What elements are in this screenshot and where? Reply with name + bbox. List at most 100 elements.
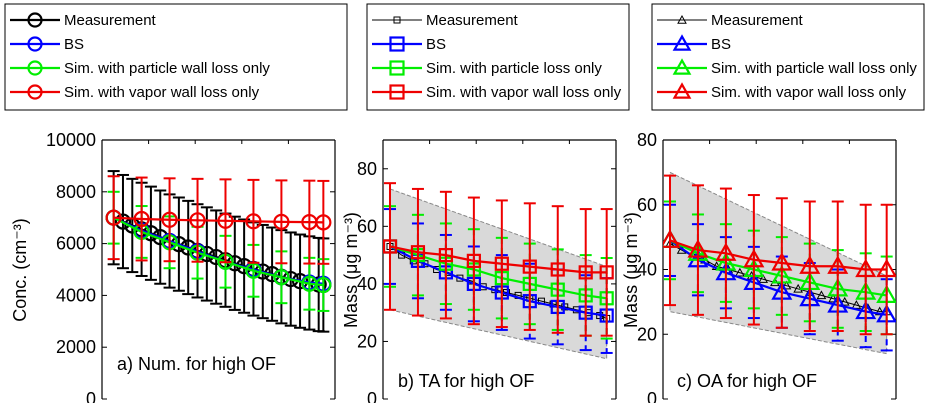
legend-marker bbox=[389, 60, 405, 76]
data-point bbox=[839, 296, 850, 306]
ylabel-panel-c: Mass (μg m⁻³) bbox=[621, 212, 641, 328]
legend-marker bbox=[27, 12, 43, 28]
legend-entry-label: Sim. with vapor wall loss only bbox=[711, 84, 907, 101]
data-point bbox=[189, 212, 206, 229]
legend-entry-label: Sim. with particle wall loss only bbox=[711, 60, 917, 77]
y-tick-label: 2000 bbox=[56, 337, 96, 357]
y-tick-label: 6000 bbox=[56, 234, 96, 254]
data-point bbox=[599, 265, 614, 280]
data-point bbox=[663, 229, 681, 248]
data-point bbox=[315, 214, 332, 231]
data-point bbox=[438, 248, 454, 263]
data-point bbox=[494, 256, 509, 271]
data-point bbox=[245, 262, 262, 279]
data-point bbox=[855, 258, 877, 278]
y-tick-label: 40 bbox=[357, 274, 377, 294]
annotation-panel-b: b) TA for high OF bbox=[398, 371, 534, 391]
data-point bbox=[578, 265, 593, 280]
plot-panel-b: 0 20 40 60 80 bbox=[357, 139, 617, 403]
series-vapor bbox=[105, 175, 332, 265]
data-point bbox=[466, 253, 481, 268]
data-point bbox=[735, 267, 745, 277]
legend-entry-label: Sim. with particle wall loss only bbox=[64, 60, 270, 77]
annotation-panel-c: c) OA for high OF bbox=[677, 371, 817, 391]
series-layer bbox=[105, 170, 332, 333]
legend-marker bbox=[27, 36, 43, 52]
data-point bbox=[273, 213, 290, 230]
legend-marker bbox=[27, 60, 43, 76]
legend-marker bbox=[389, 84, 405, 100]
y-tick-label: 0 bbox=[86, 389, 96, 403]
legend-entry-label: Sim. with particle loss only bbox=[426, 60, 602, 77]
data-point bbox=[105, 209, 122, 226]
legend-marker bbox=[672, 34, 692, 51]
data-point bbox=[456, 274, 464, 282]
legend-panel-a: Measurement BS Sim. with particle wall los… bbox=[4, 3, 348, 111]
data-point bbox=[816, 290, 827, 300]
series-layer bbox=[383, 182, 614, 354]
y-tick-label: 20 bbox=[637, 324, 657, 344]
data-point bbox=[410, 245, 426, 260]
data-point bbox=[114, 213, 132, 230]
y-tick-label: 10000 bbox=[46, 130, 96, 150]
plot-panel-c: 0 20 40 60 80 bbox=[637, 130, 897, 403]
legend-entry-label: Sim. with vapor wall loss only bbox=[64, 84, 260, 101]
legend-marker bbox=[27, 84, 43, 100]
series-line bbox=[669, 239, 887, 271]
ylabel-panel-a: Conc. (cm⁻³) bbox=[10, 218, 30, 322]
legend-marker bbox=[393, 16, 401, 24]
legend-box bbox=[4, 3, 348, 111]
data-point bbox=[522, 259, 537, 274]
ylabel-panel-b: Mass (μg m⁻³) bbox=[341, 212, 361, 328]
data-point bbox=[828, 293, 838, 303]
legend-entry-label: Sim. with vapor wall loss only bbox=[426, 84, 622, 101]
data-point bbox=[273, 269, 290, 286]
legend-entry-label: Measurement bbox=[64, 12, 157, 29]
data-point bbox=[687, 239, 709, 258]
data-point bbox=[743, 248, 765, 268]
data-point bbox=[827, 255, 849, 274]
legend-entry-label: BS bbox=[64, 36, 84, 53]
plot-panel-a: 0 2000 4000 6000 8000 10000 bbox=[46, 130, 336, 403]
series-line bbox=[389, 245, 607, 274]
series-vapor bbox=[383, 182, 614, 337]
data-point bbox=[781, 280, 792, 290]
legend-entry-label: Measurement bbox=[426, 12, 519, 29]
y-tick-label: 80 bbox=[357, 159, 377, 179]
legend-panel-c: Measurement BS Sim. with particle wall los… bbox=[651, 3, 925, 111]
series-line bbox=[113, 216, 324, 224]
series-measurement bbox=[105, 170, 332, 333]
legend-marker bbox=[672, 58, 692, 75]
data-point bbox=[383, 239, 398, 254]
series-vapor bbox=[663, 174, 896, 336]
legend-entry-label: Measurement bbox=[711, 12, 804, 29]
series-layer bbox=[663, 174, 896, 352]
y-tick-label: 0 bbox=[367, 389, 377, 403]
annotation-panel-a: a) Num. for high OF bbox=[117, 354, 276, 374]
y-tick-label: 60 bbox=[637, 195, 657, 215]
legend-marker bbox=[672, 82, 692, 99]
legend-marker bbox=[389, 36, 405, 52]
legend-marker bbox=[677, 14, 687, 24]
y-tick-label: 4000 bbox=[56, 285, 96, 305]
y-tick-label: 80 bbox=[637, 130, 657, 150]
data-point bbox=[133, 210, 150, 228]
legend-panel-b: Measurement BS Sim. with particle loss onl… bbox=[366, 3, 630, 111]
y-tick-label: 0 bbox=[647, 389, 657, 403]
y-tick-label: 8000 bbox=[56, 182, 96, 202]
data-point bbox=[876, 258, 896, 278]
legend-entry-label: BS bbox=[711, 36, 731, 53]
y-tick-label: 60 bbox=[357, 216, 377, 236]
y-tick-label: 20 bbox=[357, 331, 377, 351]
data-point bbox=[771, 252, 793, 271]
data-point bbox=[315, 276, 332, 294]
data-point bbox=[161, 211, 178, 228]
data-point bbox=[550, 262, 565, 277]
data-point bbox=[715, 242, 737, 261]
data-point bbox=[758, 274, 769, 283]
legend-entry-label: BS bbox=[426, 36, 446, 53]
data-point bbox=[217, 212, 234, 229]
y-tick-label: 40 bbox=[637, 260, 657, 280]
data-point bbox=[282, 270, 299, 288]
